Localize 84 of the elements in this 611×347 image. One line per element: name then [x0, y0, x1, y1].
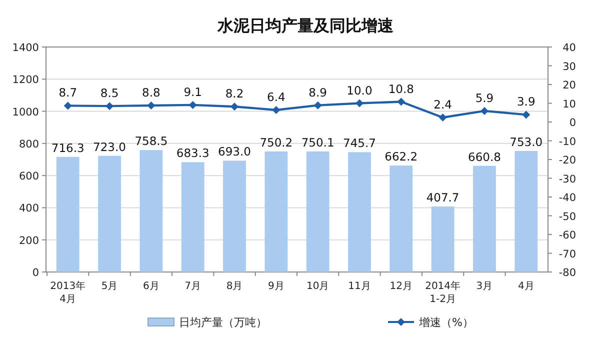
data-label: 10.0 — [346, 83, 372, 98]
data-label: 660.8 — [468, 150, 501, 164]
y2-tick-label: -50 — [558, 210, 576, 223]
legend-label: 日均产量（万吨） — [179, 316, 267, 329]
bar — [181, 162, 204, 272]
y2-tick-label: -10 — [558, 136, 576, 148]
y2-tick-label: 10 — [562, 98, 576, 110]
point — [397, 98, 406, 106]
point — [64, 102, 72, 110]
legend-label: 增速（%） — [418, 316, 474, 329]
x-tick-label: 12月 — [390, 281, 413, 292]
x-tick-label: 7月 — [184, 281, 202, 292]
x-tick-label: 2014年 1-2月 — [425, 280, 461, 305]
y-tick-label: 1400 — [12, 42, 39, 54]
point — [106, 102, 114, 110]
bar — [140, 150, 163, 272]
y2-tick-label: -30 — [558, 173, 576, 186]
data-label: 5.9 — [475, 90, 494, 105]
y-tick-label: 600 — [18, 170, 39, 183]
point — [230, 102, 239, 111]
data-label: 407.7 — [426, 190, 460, 204]
data-label: 8.7 — [58, 86, 78, 100]
y2-tick-label: -40 — [558, 192, 576, 204]
y-tick-label: 800 — [18, 138, 39, 150]
x-tick-label: 9月 — [268, 281, 284, 292]
data-label: 8.8 — [142, 86, 160, 100]
data-label: 723.0 — [93, 140, 126, 154]
point — [480, 106, 488, 115]
point — [522, 110, 530, 119]
data-label: 745.7 — [343, 136, 376, 150]
point — [355, 99, 364, 108]
x-tick-label: 11月 — [348, 281, 371, 292]
data-label: 6.4 — [267, 90, 286, 104]
y2-tick-label: 20 — [562, 80, 576, 92]
data-label: 753.0 — [510, 134, 543, 149]
bar — [431, 206, 454, 272]
y2-tick-label: 30 — [562, 60, 576, 73]
y-tick-label: 200 — [18, 234, 39, 247]
data-label: 750.2 — [260, 135, 293, 150]
x-tick-label: 5月 — [101, 281, 118, 292]
bar — [348, 152, 371, 272]
data-label: 8.9 — [308, 85, 327, 100]
point — [188, 100, 197, 109]
chart-title: 水泥日均产量及同比增速 — [216, 16, 394, 35]
data-label: 8.2 — [225, 86, 244, 101]
bar — [264, 151, 288, 272]
data-label: 10.8 — [388, 82, 414, 96]
bar — [223, 160, 246, 272]
x-tick-label: 8月 — [226, 281, 243, 292]
bar — [306, 151, 330, 272]
data-label: 693.0 — [218, 144, 251, 159]
data-label: 716.3 — [51, 140, 84, 155]
x-tick-label: 6月 — [143, 281, 160, 292]
bar — [514, 150, 538, 272]
y2-tick-label: -60 — [558, 230, 576, 242]
data-label: 758.5 — [134, 134, 168, 148]
bar — [390, 166, 413, 272]
data-label: 683.3 — [176, 146, 210, 160]
data-label: 662.2 — [384, 150, 418, 164]
point — [147, 102, 156, 110]
bar — [98, 156, 121, 272]
y2-tick-label: -20 — [558, 154, 576, 166]
x-tick-label: 10月 — [306, 281, 330, 292]
data-label: 8.5 — [100, 86, 119, 100]
y2-tick-label: 0 — [569, 117, 576, 129]
point — [272, 106, 280, 114]
data-label: 750.1 — [301, 135, 334, 150]
y-tick-label: 1000 — [12, 106, 39, 118]
x-tick-label: 2013年 4月 — [50, 280, 86, 305]
y-tick-label: 0 — [32, 267, 39, 279]
bar — [473, 166, 496, 272]
point — [314, 101, 322, 110]
point — [438, 114, 447, 122]
y-tick-label: 400 — [18, 202, 39, 215]
data-label: 9.1 — [184, 84, 202, 99]
y2-tick-label: -80 — [558, 267, 576, 279]
y2-tick-label: -70 — [558, 248, 576, 260]
bar — [56, 156, 80, 272]
data-label: 3.9 — [516, 94, 536, 109]
y2-tick-label: 40 — [562, 42, 576, 54]
x-tick-label: 3月 — [476, 281, 493, 292]
data-label: 2.4 — [434, 98, 452, 112]
y-tick-label: 1200 — [12, 74, 39, 86]
x-tick-label: 4月 — [518, 281, 534, 292]
